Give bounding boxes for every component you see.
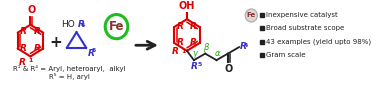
Text: O: O — [225, 64, 233, 74]
Text: R: R — [240, 42, 247, 51]
Text: R: R — [34, 44, 40, 53]
Text: O: O — [27, 5, 36, 15]
Text: 1: 1 — [29, 58, 33, 63]
Text: OH: OH — [179, 1, 195, 11]
Text: Broad substrate scope: Broad substrate scope — [266, 25, 344, 32]
Text: Gram scale: Gram scale — [266, 52, 305, 58]
Text: R: R — [88, 49, 95, 57]
Text: β: β — [203, 43, 209, 52]
Text: HO: HO — [61, 20, 75, 29]
Text: R: R — [190, 22, 197, 31]
Text: Fe: Fe — [109, 20, 124, 33]
Text: R: R — [177, 38, 184, 47]
Text: R: R — [20, 44, 27, 53]
Text: α: α — [215, 49, 220, 58]
Text: Fe: Fe — [247, 12, 256, 18]
Text: γ: γ — [192, 49, 197, 58]
Text: +: + — [49, 35, 62, 50]
Text: R: R — [191, 62, 197, 71]
Circle shape — [245, 9, 257, 22]
Text: R: R — [34, 27, 40, 36]
Text: 1: 1 — [182, 49, 186, 54]
Text: R: R — [177, 22, 184, 31]
Text: 4: 4 — [81, 23, 85, 28]
Circle shape — [105, 15, 128, 39]
Text: Inexpensive catalyst: Inexpensive catalyst — [266, 12, 338, 18]
Text: R: R — [171, 47, 178, 56]
Text: R⁵ = H, aryl: R⁵ = H, aryl — [49, 73, 90, 80]
Text: 43 examples (yield upto 98%): 43 examples (yield upto 98%) — [266, 38, 371, 45]
Text: 4: 4 — [243, 43, 248, 48]
Text: R: R — [20, 27, 27, 36]
Text: R¹ & R⁴ = Aryl, heteroaryl,  alkyl: R¹ & R⁴ = Aryl, heteroaryl, alkyl — [13, 65, 126, 72]
Text: 5: 5 — [197, 62, 202, 67]
Text: R: R — [77, 20, 84, 29]
Text: R: R — [19, 58, 26, 67]
Text: R: R — [190, 38, 197, 47]
Text: 5: 5 — [91, 48, 96, 53]
